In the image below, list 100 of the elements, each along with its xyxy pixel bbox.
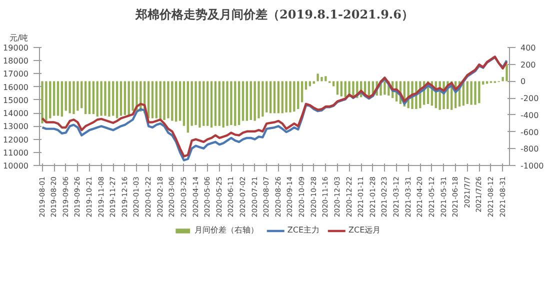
bar — [64, 81, 67, 111]
bar — [218, 81, 220, 126]
y-tick-label: 16000 — [3, 82, 29, 92]
y-tick-label: 14000 — [3, 109, 29, 118]
bar — [214, 81, 217, 126]
bar — [167, 81, 170, 118]
bar — [344, 81, 346, 98]
y2-tick-label: 0 — [520, 77, 526, 86]
y2-tick-label: -1000 — [520, 162, 544, 170]
bar — [486, 81, 488, 84]
bar — [198, 81, 201, 128]
bar — [41, 81, 44, 124]
bar — [80, 81, 83, 108]
bar — [258, 81, 260, 118]
y-tick-label: 12000 — [3, 135, 29, 144]
bar — [277, 81, 280, 114]
bar — [246, 81, 248, 121]
bar — [60, 81, 64, 117]
bar — [96, 81, 98, 117]
bar — [384, 81, 386, 95]
bar — [269, 81, 272, 114]
bar — [116, 81, 118, 118]
bar — [186, 81, 189, 133]
y-tick-label: 15000 — [3, 96, 29, 105]
bar — [262, 81, 264, 117]
bar — [478, 81, 480, 104]
bar — [470, 81, 472, 105]
bar — [273, 81, 276, 114]
bar — [266, 81, 268, 112]
bar — [206, 81, 209, 126]
bar — [238, 81, 240, 126]
bar — [250, 81, 252, 120]
bar — [281, 81, 284, 114]
bar — [324, 76, 327, 82]
y-tick-label: 11000 — [3, 148, 29, 158]
bar — [316, 74, 319, 82]
y-tick-label: 19000 — [3, 44, 29, 52]
legend-label: 月间价差（右轴） — [194, 224, 258, 236]
y-axis-title: 元/吨 — [10, 34, 28, 42]
bar — [332, 81, 335, 86]
bar — [222, 81, 224, 128]
bar — [304, 81, 308, 90]
bar — [285, 81, 288, 112]
bar — [124, 81, 126, 115]
bar — [100, 81, 102, 116]
y-tick-label: 17000 — [3, 70, 29, 79]
bar — [297, 81, 300, 110]
bar — [182, 81, 186, 126]
y2-tick-label: -800 — [520, 144, 539, 154]
bar — [45, 81, 48, 121]
y2-tick-label: 400 — [520, 44, 536, 52]
bar — [293, 81, 296, 112]
bar — [506, 64, 508, 82]
y-tick-label: 10000 — [3, 162, 29, 170]
bar — [178, 81, 182, 121]
bar — [320, 77, 323, 82]
bar — [242, 81, 244, 121]
bar — [132, 81, 134, 111]
bar — [340, 81, 342, 96]
y2-tick-label: -200 — [520, 94, 539, 104]
bar — [289, 81, 292, 112]
y2-tick-label: -400 — [520, 110, 539, 120]
bar — [190, 81, 193, 126]
bar — [226, 81, 228, 126]
bar — [312, 81, 315, 84]
y-tick-label: 13000 — [3, 122, 29, 132]
bar — [120, 81, 122, 116]
bar — [254, 81, 256, 121]
bar — [230, 81, 232, 126]
bar — [104, 81, 106, 116]
legend-label: ZCE主力 — [287, 224, 320, 236]
bar — [92, 81, 95, 114]
bar — [49, 81, 52, 118]
y2-tick-label: -600 — [520, 128, 539, 137]
bar — [202, 81, 205, 126]
bar — [155, 81, 158, 118]
bar — [300, 81, 304, 102]
bar — [474, 81, 476, 105]
bar — [308, 81, 312, 86]
chart-title: 郑棉价格走势及月间价差（2019.8.1-2021.9.6） — [134, 8, 414, 22]
legend-label: ZCE远月 — [348, 224, 381, 236]
bar — [194, 81, 197, 126]
bar — [72, 81, 75, 114]
bar — [151, 81, 154, 118]
bar — [88, 81, 91, 114]
bar — [336, 81, 339, 95]
bar — [234, 81, 236, 126]
bar — [159, 81, 162, 120]
bar — [171, 81, 174, 121]
bar — [175, 81, 178, 122]
bar — [68, 81, 71, 114]
y2-tick-label: 200 — [520, 60, 536, 70]
bar — [163, 81, 166, 120]
bar — [52, 81, 56, 116]
y-tick-label: 18000 — [3, 56, 29, 66]
bar — [56, 81, 60, 116]
bar — [210, 81, 213, 128]
bar — [108, 81, 110, 117]
bar — [466, 81, 468, 104]
bar — [76, 81, 79, 111]
